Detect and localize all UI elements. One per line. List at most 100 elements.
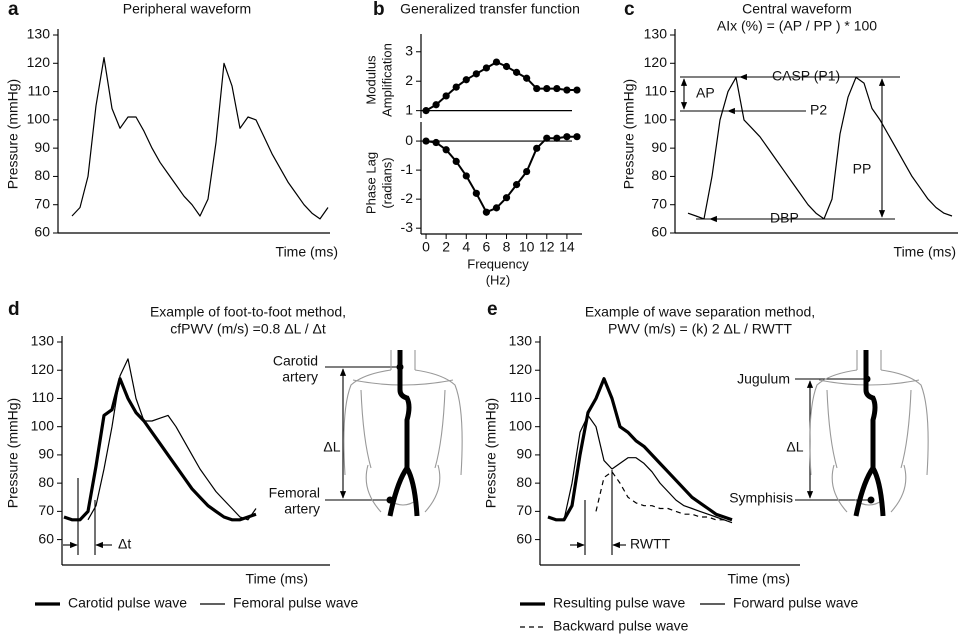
legend-label: Carotid pulse wave [68, 595, 187, 611]
x-axis-label: Frequency [467, 256, 529, 271]
x-tick-label: 4 [462, 239, 470, 255]
point [533, 84, 541, 93]
series-line [687, 76, 953, 220]
y-tick-label: 80 [516, 474, 532, 490]
x-tick-label: 2 [442, 239, 450, 255]
y-axis-label: (radians) [379, 157, 394, 208]
panel-subtitle: cfPWV (m/s) =0.8 ΔL / Δt [170, 321, 326, 337]
y-tick-label: -1 [401, 161, 414, 177]
y-tick-label: 70 [651, 195, 667, 211]
annotation: DBP [770, 210, 799, 226]
y-tick-label: 120 [27, 54, 51, 70]
annotation: Carotid [273, 353, 318, 369]
point [512, 68, 521, 76]
annotation: artery [284, 501, 320, 517]
body-diagram [344, 350, 462, 516]
x-axis-label: Time (ms) [276, 244, 338, 260]
point [563, 86, 571, 94]
annotation: PP [853, 161, 872, 177]
y-axis-label: Pressure (mmHg) [5, 398, 21, 508]
point [523, 74, 531, 82]
legend-label: Forward pulse wave [733, 595, 858, 611]
annotation: AP [696, 85, 715, 101]
y-axis-label: Pressure (mmHg) [5, 79, 21, 189]
panel-letter: e [487, 299, 498, 320]
point [563, 133, 571, 141]
point [543, 84, 551, 93]
y-tick-label: 100 [509, 417, 533, 433]
x-axis-label: Time (ms) [728, 571, 790, 587]
panel-title: Central waveform [742, 1, 852, 17]
y-axis-label: Amplification [379, 43, 394, 117]
series-line [425, 135, 577, 214]
point [502, 62, 511, 71]
y-tick-label: 110 [28, 82, 51, 98]
y-tick-label: 0 [405, 132, 413, 148]
carotid-point [396, 363, 404, 371]
point [553, 134, 561, 142]
y-tick-label: -2 [401, 190, 414, 206]
annotation: RWTT [630, 536, 671, 552]
panel-letter: d [8, 299, 20, 320]
point [543, 134, 551, 142]
series-line [87, 358, 257, 521]
panel-title: Generalized transfer function [400, 1, 580, 17]
y-tick-label: 110 [510, 389, 533, 405]
y-tick-label: 130 [27, 26, 51, 42]
y-tick-label: 90 [651, 139, 667, 155]
point [462, 76, 470, 84]
annotation: P2 [810, 102, 827, 118]
point [442, 146, 450, 154]
y-axis-label: Pressure (mmHg) [621, 79, 637, 189]
y-axis-label: Pressure (mmHg) [483, 398, 499, 508]
x-axis-label: Time (ms) [246, 571, 308, 587]
x-axis-label: (Hz) [486, 272, 511, 287]
series-line [595, 471, 732, 521]
y-tick-label: 70 [516, 502, 532, 518]
point [553, 84, 561, 93]
panel-title: Example of foot-to-foot method, [150, 304, 346, 320]
femoral-point [386, 496, 394, 504]
panel-letter: a [8, 0, 19, 20]
point [533, 144, 541, 152]
point [452, 83, 460, 91]
jugulum-point [863, 375, 871, 383]
point [432, 138, 440, 147]
y-tick-label: 2 [405, 72, 413, 88]
legend-label: Femoral pulse wave [233, 595, 358, 611]
point [442, 92, 450, 100]
y-tick-label: 60 [34, 224, 50, 240]
point [472, 70, 480, 78]
series-line [547, 414, 733, 524]
point [482, 64, 491, 72]
legend-label: Backward pulse wave [553, 618, 689, 634]
x-tick-label: 14 [559, 239, 575, 255]
x-tick-label: 8 [503, 239, 511, 255]
panel-title: Peripheral waveform [123, 1, 251, 17]
y-tick-label: 90 [34, 139, 50, 155]
y-tick-label: 120 [509, 361, 533, 377]
point [492, 58, 501, 66]
point [492, 204, 501, 212]
y-tick-label: 70 [38, 502, 54, 518]
y-tick-label: 3 [405, 42, 413, 58]
y-tick-label: 60 [651, 224, 667, 240]
y-tick-label: 1 [405, 101, 413, 117]
annotation: Femoral [269, 485, 320, 501]
x-tick-label: 6 [483, 239, 491, 255]
y-tick-label: 100 [31, 417, 55, 433]
x-tick-label: 12 [539, 239, 555, 255]
legend-label: Resulting pulse wave [553, 595, 686, 611]
series-line [63, 377, 257, 522]
annotation: artery [282, 369, 318, 385]
series-line [425, 61, 577, 112]
y-tick-label: 120 [31, 361, 55, 377]
series-line [547, 377, 733, 522]
y-tick-label: 130 [31, 333, 55, 349]
y-tick-label: 130 [509, 333, 533, 349]
point [482, 208, 491, 216]
y-tick-label: -3 [401, 219, 414, 235]
point [472, 189, 480, 197]
y-tick-label: 90 [38, 446, 54, 462]
